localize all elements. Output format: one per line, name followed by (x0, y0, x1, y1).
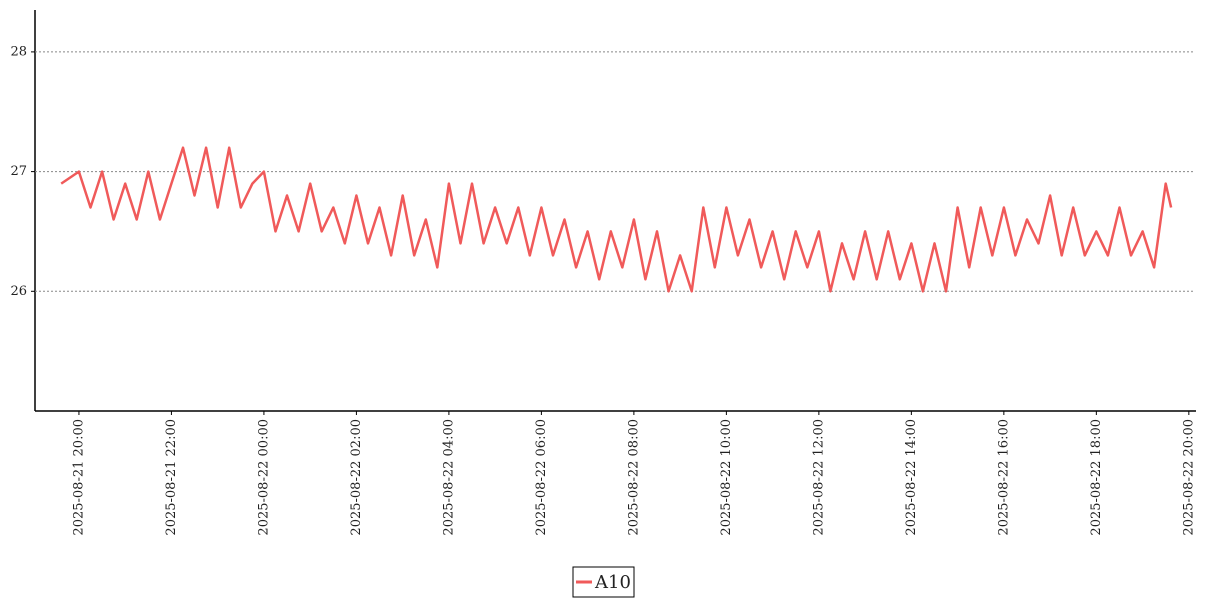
y-tick-label: 26 (10, 284, 27, 299)
x-tick-label: 2025-08-21 22:00 (164, 419, 179, 536)
x-tick-label: 2025-08-22 06:00 (534, 419, 549, 536)
x-tick-label: 2025-08-22 00:00 (256, 419, 271, 536)
legend: A10 (572, 566, 635, 598)
data-line (60, 146, 1173, 293)
x-tick-label: 2025-08-22 14:00 (904, 419, 919, 536)
y-tick-label: 28 (10, 44, 27, 59)
x-tick-label: 2025-08-22 10:00 (719, 419, 734, 536)
x-tick-label: 2025-08-22 16:00 (996, 419, 1011, 536)
x-tick-label: 2025-08-22 04:00 (441, 419, 456, 536)
x-tick-label: 2025-08-21 20:00 (71, 419, 86, 536)
legend-label: A10 (594, 572, 631, 593)
x-tick-label: 2025-08-22 08:00 (626, 419, 641, 536)
x-tick-label: 2025-08-22 12:00 (811, 419, 826, 536)
y-tick-label: 27 (10, 164, 27, 179)
x-tick-label: 2025-08-22 20:00 (1181, 419, 1196, 536)
x-tick-label: 2025-08-22 18:00 (1089, 419, 1104, 536)
x-tick-label: 2025-08-22 02:00 (349, 419, 364, 536)
